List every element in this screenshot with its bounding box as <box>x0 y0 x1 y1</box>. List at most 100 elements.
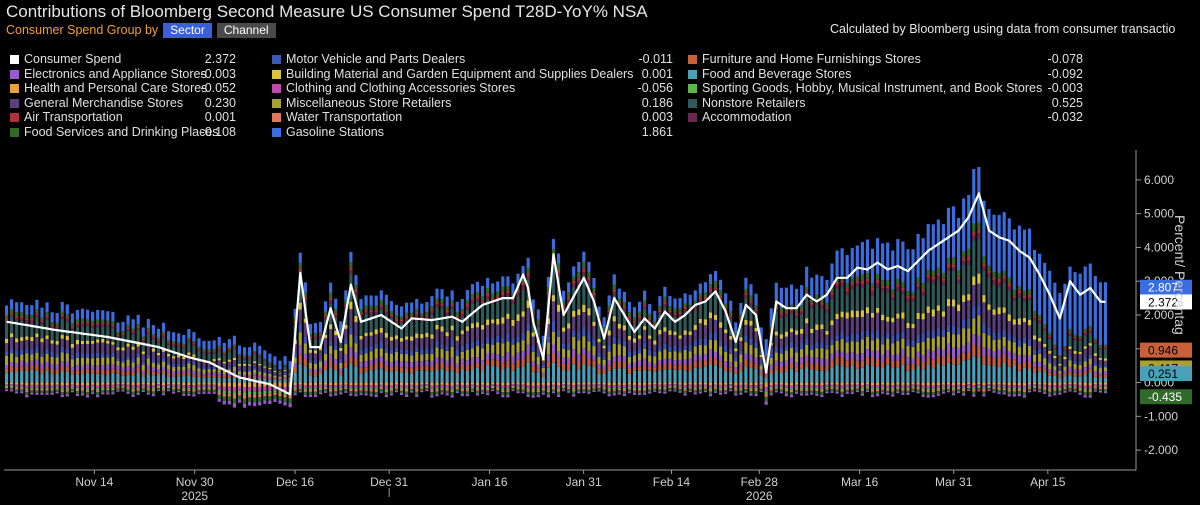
bar-segment-negative <box>263 386 267 391</box>
bar-segment <box>460 345 464 352</box>
bar-segment <box>769 353 773 358</box>
bar-segment <box>263 367 267 372</box>
bar-segment-negative <box>126 391 130 394</box>
bar-segment <box>258 354 262 356</box>
bar-segment-negative <box>491 382 495 385</box>
channel-button[interactable]: Channel <box>216 22 276 38</box>
bar-segment <box>855 286 859 311</box>
bar-segment <box>587 272 591 277</box>
bar-segment <box>744 360 748 367</box>
bar-segment <box>237 378 242 383</box>
bar-segment-negative <box>1002 387 1006 389</box>
bar-segment <box>496 335 500 343</box>
bar-segment <box>911 292 915 296</box>
bar-segment-negative <box>308 388 312 391</box>
bar-segment-negative <box>222 396 226 401</box>
bar-segment-gasoline <box>1017 225 1021 287</box>
bar-segment-negative <box>131 382 135 386</box>
bar-segment <box>227 361 231 368</box>
bar-segment <box>50 324 54 327</box>
bar-segment <box>951 264 956 268</box>
bar-segment <box>339 348 343 351</box>
bar-segment <box>101 319 105 323</box>
bar-segment <box>329 300 333 304</box>
bar-segment <box>1098 377 1102 383</box>
bar-segment <box>177 376 181 383</box>
bar-segment-negative <box>460 393 464 397</box>
bar-segment <box>946 267 951 271</box>
bar-segment <box>202 351 206 353</box>
bar-segment <box>273 379 277 383</box>
bar-segment-negative <box>60 388 64 391</box>
bar-segment-negative <box>860 391 864 394</box>
bar-segment-gasoline <box>972 168 976 224</box>
bar-segment-negative <box>886 384 890 388</box>
bar-segment <box>20 337 24 341</box>
bar-segment-negative <box>156 382 161 385</box>
bar-segment-gasoline <box>876 238 880 275</box>
bar-segment <box>729 315 733 317</box>
bar-segment-negative <box>146 387 150 389</box>
bar-segment-negative <box>40 392 44 395</box>
bar-segment <box>1103 370 1108 375</box>
bar-segment <box>65 314 69 318</box>
bar-segment <box>648 314 652 319</box>
bar-segment-gasoline <box>698 283 702 294</box>
bar-segment-gasoline <box>480 285 485 297</box>
bar-segment <box>85 368 90 373</box>
bar-segment <box>334 314 338 318</box>
bar-segment-negative <box>643 382 647 385</box>
bar-segment-gasoline <box>668 296 672 307</box>
bar-segment <box>430 353 434 362</box>
bar-segment <box>222 351 226 354</box>
bar-segment-negative <box>536 391 540 395</box>
bar-segment-negative <box>303 388 307 391</box>
bar-segment <box>774 311 778 332</box>
bar-segment <box>177 357 181 364</box>
bar-segment <box>556 366 561 383</box>
bar-segment <box>146 346 150 355</box>
bar-segment <box>597 356 601 365</box>
bar-segment <box>1032 311 1037 316</box>
bar-segment-negative <box>921 388 925 390</box>
bar-segment <box>658 370 662 383</box>
bar-segment <box>501 286 505 293</box>
bar-segment <box>35 333 39 338</box>
bar-segment-gasoline <box>25 304 29 315</box>
bar-segment-negative <box>440 388 444 391</box>
bar-segment-negative <box>192 394 196 397</box>
bar-segment <box>906 357 910 365</box>
bar-segment-negative <box>364 389 368 391</box>
bar-segment-negative <box>288 395 292 399</box>
bar-segment <box>227 359 231 362</box>
bar-segment <box>136 346 140 353</box>
bar-segment <box>749 305 753 321</box>
sector-button[interactable]: Sector <box>163 22 212 38</box>
bar-segment <box>911 328 915 341</box>
bar-segment <box>1027 338 1032 346</box>
bar-segment <box>1093 371 1097 374</box>
bar-segment <box>896 353 900 361</box>
bar-segment <box>298 323 302 333</box>
bar-segment <box>1093 373 1097 377</box>
bar-segment <box>50 374 54 383</box>
bar-segment <box>906 370 910 383</box>
bar-segment <box>324 311 328 316</box>
bar-segment-negative <box>703 384 707 387</box>
bar-segment-negative <box>486 390 490 394</box>
bar-segment-negative <box>318 392 323 395</box>
bar-segment <box>45 315 49 318</box>
bar-segment-negative <box>643 392 647 395</box>
bar-segment <box>734 370 738 374</box>
bar-segment-negative <box>582 388 586 390</box>
bar-segment <box>192 354 196 357</box>
bar-segment-negative <box>926 395 930 398</box>
bar-segment <box>20 315 24 319</box>
bar-segment <box>643 348 647 359</box>
bar-segment <box>830 339 834 345</box>
bar-segment <box>916 334 920 343</box>
bar-segment <box>430 311 434 315</box>
bar-segment <box>45 317 49 321</box>
bar-segment-negative <box>1043 386 1047 389</box>
bar-segment-negative <box>15 382 19 385</box>
